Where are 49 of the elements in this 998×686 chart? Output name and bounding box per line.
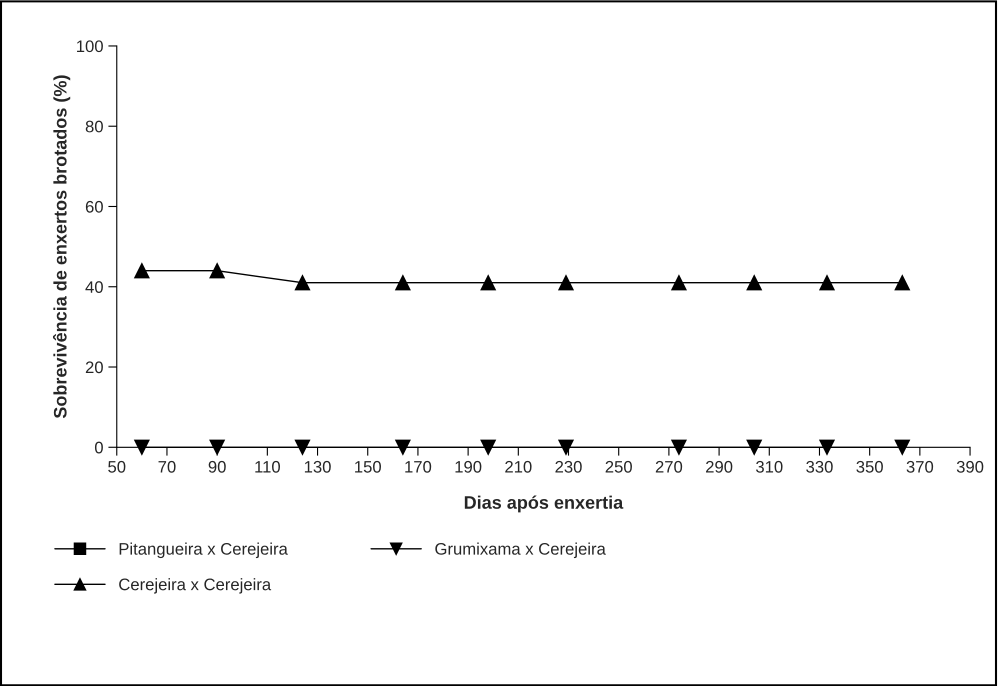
x-tick-label: 270: [656, 460, 682, 473]
x-tick-label: 290: [706, 460, 732, 473]
x-tick-label: 350: [856, 460, 883, 473]
point: [894, 440, 910, 455]
x-tick-label: 90: [208, 460, 226, 473]
x-tick-label: 70: [158, 460, 176, 473]
point: [395, 275, 411, 290]
y-tick-label: 20: [86, 361, 103, 374]
legend-label: Grumixama x Cerejeira: [435, 542, 606, 558]
y-tick-label: 60: [86, 200, 103, 213]
x-axis-title: Dias após enxertia: [464, 495, 624, 512]
x-tick-label: 170: [405, 460, 432, 473]
x-tick-label: 110: [255, 460, 280, 473]
point: [671, 440, 687, 455]
x-tick-label: 390: [956, 460, 984, 473]
point: [210, 440, 225, 455]
y-tick-label: 100: [77, 40, 103, 52]
legend-label: Cerejeira x Cerejeira: [119, 578, 272, 594]
x-tick-label: 130: [304, 460, 331, 473]
point: [819, 275, 835, 290]
x-tick-label: 210: [505, 460, 532, 473]
y-tick-label: 40: [85, 281, 103, 293]
y-axis-title: Sobrevivência de enxertos brotados (%): [52, 75, 70, 418]
x-tick-label: 310: [756, 460, 783, 473]
x-tick-label: 150: [355, 460, 381, 473]
y-tick-label: 0: [94, 442, 103, 454]
x-tick-label: 50: [108, 460, 126, 473]
point: [395, 440, 411, 455]
x-tick-label: 330: [806, 460, 833, 473]
point: [294, 275, 310, 290]
point: [210, 263, 225, 278]
x-tick-label: 370: [906, 460, 934, 473]
legend-label: Pitangueira x Cerejeira: [120, 542, 288, 558]
point: [558, 275, 574, 290]
point: [134, 263, 150, 278]
point: [671, 275, 687, 290]
point: [294, 440, 310, 455]
y-tick-label: 80: [86, 120, 103, 132]
point: [480, 440, 496, 455]
x-tick-label: 250: [606, 460, 632, 473]
point: [480, 275, 496, 290]
point: [819, 440, 835, 455]
point: [746, 275, 762, 290]
point: [134, 440, 150, 455]
point: [746, 440, 762, 455]
point: [894, 275, 910, 290]
x-tick-label: 230: [555, 460, 582, 473]
point: [558, 440, 574, 455]
x-tick-label: 190: [455, 460, 482, 473]
